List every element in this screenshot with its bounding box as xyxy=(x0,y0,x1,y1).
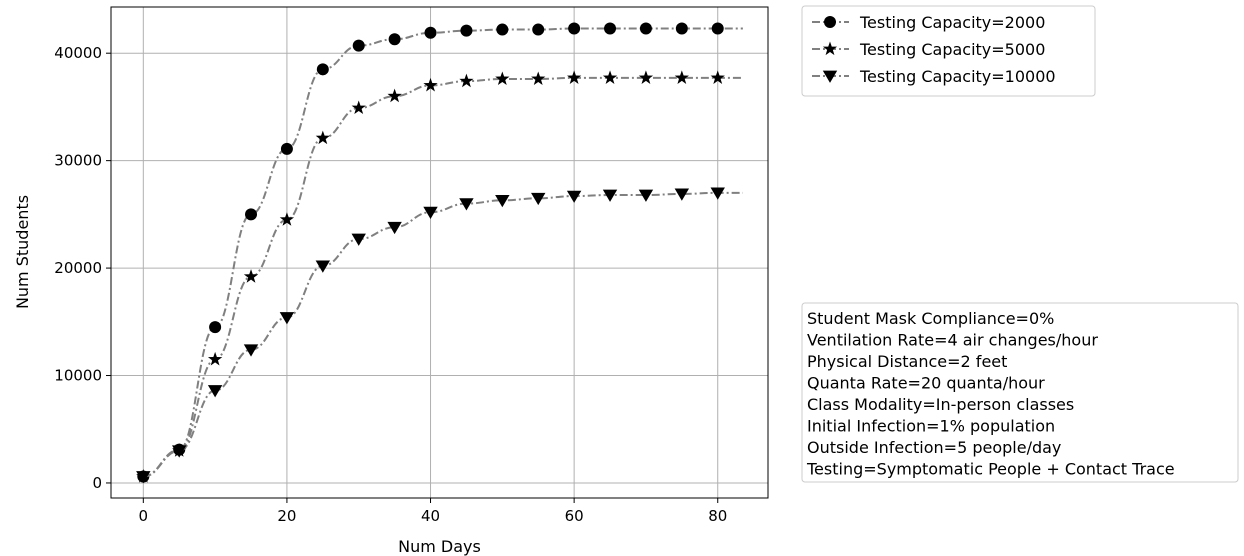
x-tick-label: 20 xyxy=(277,507,296,525)
circle-marker xyxy=(676,22,688,34)
annotation-line: Initial Infection=1% population xyxy=(807,417,1055,436)
circle-marker xyxy=(389,33,401,45)
y-tick-label: 30000 xyxy=(54,152,102,170)
circle-marker xyxy=(604,22,616,34)
legend-label: Testing Capacity=2000 xyxy=(859,13,1045,32)
y-tick-label: 20000 xyxy=(54,259,102,277)
annotation-line: Ventilation Rate=4 air changes/hour xyxy=(807,331,1098,350)
x-tick-label: 60 xyxy=(565,507,584,525)
annotation-box: Student Mask Compliance=0% Ventilation Ra… xyxy=(802,303,1238,482)
annotation-line: Physical Distance=2 feet xyxy=(807,352,1007,371)
circle-marker xyxy=(824,16,836,28)
circle-marker xyxy=(640,22,652,34)
annotation-line: Outside Infection=5 people/day xyxy=(807,438,1061,457)
x-axis-label: Num Days xyxy=(398,537,481,556)
circle-marker xyxy=(532,24,544,36)
y-tick-label: 40000 xyxy=(54,44,102,62)
annotation-line: Class Modality=In-person classes xyxy=(807,395,1074,414)
circle-marker xyxy=(568,22,580,34)
legend-label: Testing Capacity=5000 xyxy=(859,40,1045,59)
y-axis-label: Num Students xyxy=(13,195,32,309)
plot-area xyxy=(111,7,768,498)
x-tick-label: 80 xyxy=(708,507,727,525)
circle-marker xyxy=(281,143,293,155)
circle-marker xyxy=(317,63,329,75)
circle-marker xyxy=(209,321,221,333)
annotation-line: Student Mask Compliance=0% xyxy=(807,309,1054,328)
circle-marker xyxy=(425,27,437,39)
circle-marker xyxy=(460,25,472,37)
circle-marker xyxy=(496,24,508,36)
x-tick-label: 0 xyxy=(139,507,149,525)
circle-marker xyxy=(245,208,257,220)
annotation-line: Testing=Symptomatic People + Contact Tra… xyxy=(806,460,1175,479)
y-tick-label: 10000 xyxy=(54,367,102,385)
annotation-line: Quanta Rate=20 quanta/hour xyxy=(807,374,1045,393)
legend: Testing Capacity=2000 Testing Capacity=50… xyxy=(802,6,1095,96)
legend-label: Testing Capacity=10000 xyxy=(859,67,1056,86)
y-tick-label: 0 xyxy=(92,474,102,492)
circle-marker xyxy=(353,40,365,52)
circle-marker xyxy=(712,22,724,34)
x-tick-label: 40 xyxy=(421,507,440,525)
